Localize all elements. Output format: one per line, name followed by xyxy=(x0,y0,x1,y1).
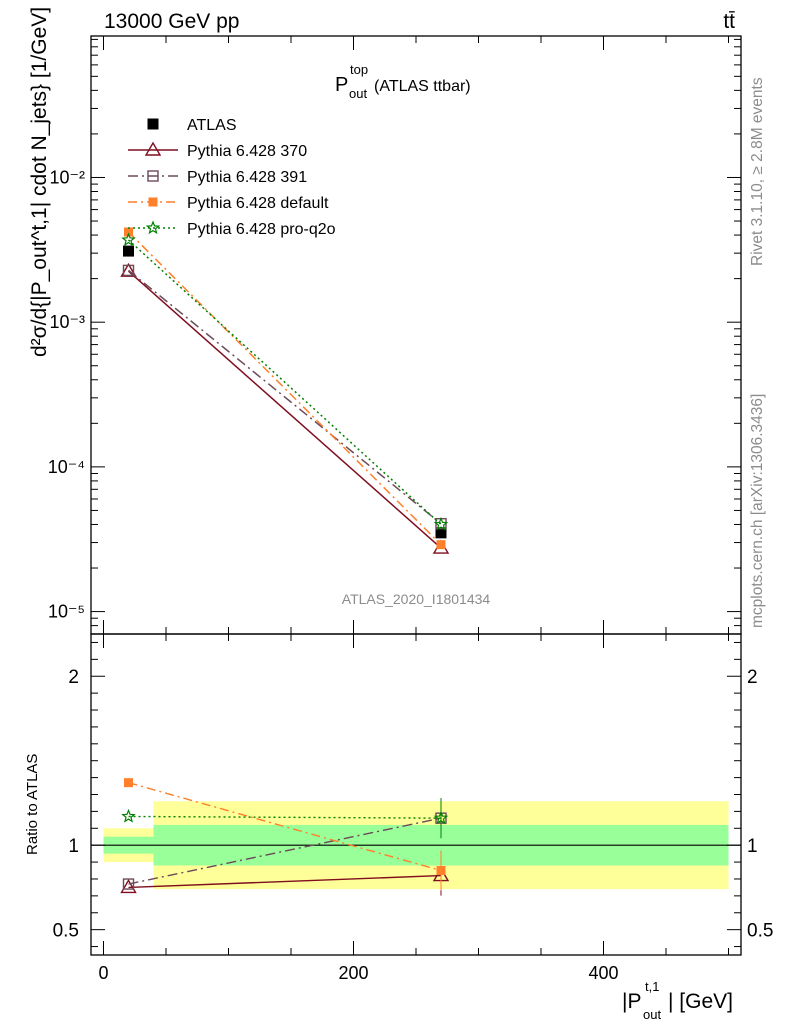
main-point-2-0 xyxy=(122,264,135,277)
main-point-0-0 xyxy=(123,245,134,257)
ratio-line-3 xyxy=(128,781,442,872)
main-line-1 xyxy=(128,270,442,549)
legend-marker-4 xyxy=(145,220,161,235)
xlabel-suffix: | [GeV] xyxy=(668,990,733,1013)
xtick-label-0: 0 xyxy=(98,963,108,983)
ratio-line-4 xyxy=(128,815,442,819)
ratio-ytick-label-right-2: 2 xyxy=(747,667,758,688)
ratio-point-4-1 xyxy=(433,810,449,825)
ratio-point-4-0 xyxy=(121,808,136,823)
main-point-3-1 xyxy=(436,540,446,550)
ylabel-top-text: d²σ/d{|P_out^t,1| cdot N_jets} [1/GeV] xyxy=(28,7,51,357)
legend-label-4: Pythia 6.428 pro-q2o xyxy=(187,221,336,238)
ratio-frame xyxy=(90,633,742,956)
ratio-point-2-0 xyxy=(122,878,135,890)
ytick-label-2: 10⁻³ xyxy=(49,312,85,332)
ratio-ytick-label-left-0: 0.5 xyxy=(53,921,79,942)
ylabel-top: d²σ/d{|P_out^t,1| cdot N_jets} [1/GeV] xyxy=(28,7,51,357)
legend: ATLAS Pythia 6.428 370 Pythia 6.428 391 Pyt… xyxy=(128,117,336,238)
main-line-2 xyxy=(128,269,442,525)
watermark: ATLAS_2020_I1801434 xyxy=(342,591,491,607)
ratio-ytick-label-left-1: 1 xyxy=(68,836,79,857)
legend-marker-1 xyxy=(144,141,162,156)
main-plot: 10⁻⁵ 10⁻⁴ 10⁻³ 10⁻² xyxy=(48,35,742,635)
ratio-point-1-0 xyxy=(120,879,137,894)
legend-marker-0 xyxy=(147,118,159,130)
main-point-3-0 xyxy=(124,227,133,237)
main-point-4-0 xyxy=(121,232,136,247)
plot-title: P top out (ATLAS ttbar) xyxy=(335,62,471,101)
rivet-label: Rivet 3.1.10, ≥ 2.8M events xyxy=(749,77,766,266)
ratio-ytick-label-right-0: 0.5 xyxy=(747,921,773,942)
ratio-ytick-label-right-1: 1 xyxy=(747,836,758,857)
ratio-point-3-0 xyxy=(124,778,133,788)
plot-title-suffix: (ATLAS ttbar) xyxy=(374,78,471,95)
mcplots-label: mcplots.cern.ch [arXiv:1306.3436] xyxy=(749,394,766,628)
xlabel-sup: t,1 xyxy=(645,979,659,994)
xtick-label-2: 400 xyxy=(588,963,618,983)
main-line-3 xyxy=(127,231,442,546)
ytick-label-0: 10⁻⁵ xyxy=(48,602,85,622)
ratio-ytick-label-left-2: 2 xyxy=(68,667,79,688)
xtick-label-1: 200 xyxy=(338,963,368,983)
legend-label-1: Pythia 6.428 370 xyxy=(187,143,307,160)
legend-label-2: Pythia 6.428 391 xyxy=(187,169,307,186)
ratio-line-2 xyxy=(128,817,442,885)
legend-marker-2 xyxy=(147,170,159,182)
plot-title-main: P xyxy=(335,74,348,96)
plot-title-sup: top xyxy=(350,62,368,77)
ylabel-bottom: Ratio to ATLAS xyxy=(24,754,41,855)
header-right: tt̄ xyxy=(723,10,735,33)
main-point-4-1 xyxy=(433,516,449,531)
main-line-4 xyxy=(127,239,442,526)
ratio-plot: 0 200 400 0.5 0.5 1 1 2 2 xyxy=(53,633,773,983)
ratio-point-3-1 xyxy=(436,866,446,876)
legend-marker-3 xyxy=(148,197,158,207)
ytick-label-1: 10⁻⁴ xyxy=(48,457,85,477)
ytick-label-3: 10⁻² xyxy=(49,167,85,187)
main-point-0-1 xyxy=(435,527,447,539)
xlabel-main: |P xyxy=(622,990,641,1013)
legend-label-0: ATLAS xyxy=(187,117,237,134)
plot-title-sub: out xyxy=(349,86,367,101)
main-point-1-0 xyxy=(120,262,137,277)
ratio-line-1 xyxy=(128,874,442,889)
legend-label-3: Pythia 6.428 default xyxy=(187,195,329,212)
header-left: 13000 GeV pp xyxy=(104,10,239,33)
xlabel: |P t,1 out | [GeV] xyxy=(622,979,733,1022)
xlabel-sub: out xyxy=(643,1007,661,1022)
